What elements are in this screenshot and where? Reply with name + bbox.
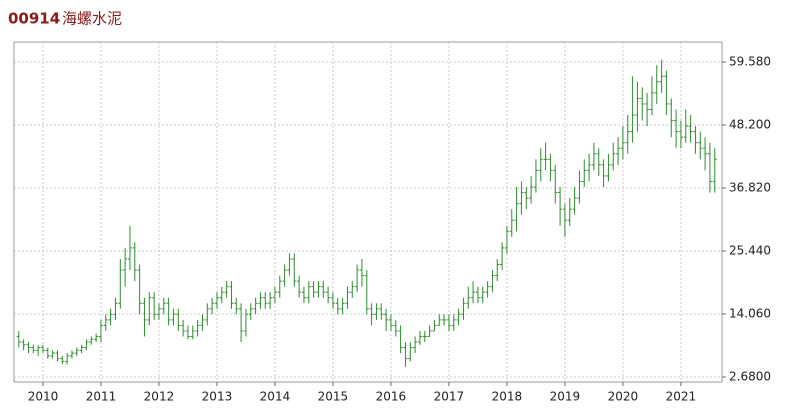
y-tick-label: 36.820 [729, 180, 771, 194]
y-tick-label: 25.440 [729, 244, 771, 258]
plot-frame [13, 41, 723, 383]
x-tick-label: 2020 [608, 390, 639, 404]
x-tick-label: 2015 [318, 390, 349, 404]
y-tick-label: 59.580 [729, 54, 771, 68]
stock-name: 海螺水泥 [62, 10, 122, 28]
x-tick-label: 2019 [550, 390, 581, 404]
x-tick-label: 2012 [144, 390, 175, 404]
x-tick-label: 2014 [260, 390, 291, 404]
stock-code: 00914 [8, 10, 60, 28]
y-tick-label: 48.200 [729, 117, 771, 131]
x-tick-label: 2021 [666, 390, 697, 404]
x-tick-label: 2017 [434, 390, 465, 404]
x-tick-label: 2011 [86, 390, 117, 404]
y-tick-label: 2.6800 [729, 370, 771, 384]
x-tick-label: 2010 [28, 390, 59, 404]
y-tick-label: 14.060 [729, 307, 771, 321]
x-tick-label: 2018 [492, 390, 523, 404]
x-tick-label: 2016 [376, 390, 407, 404]
x-tick-label: 2013 [202, 390, 233, 404]
